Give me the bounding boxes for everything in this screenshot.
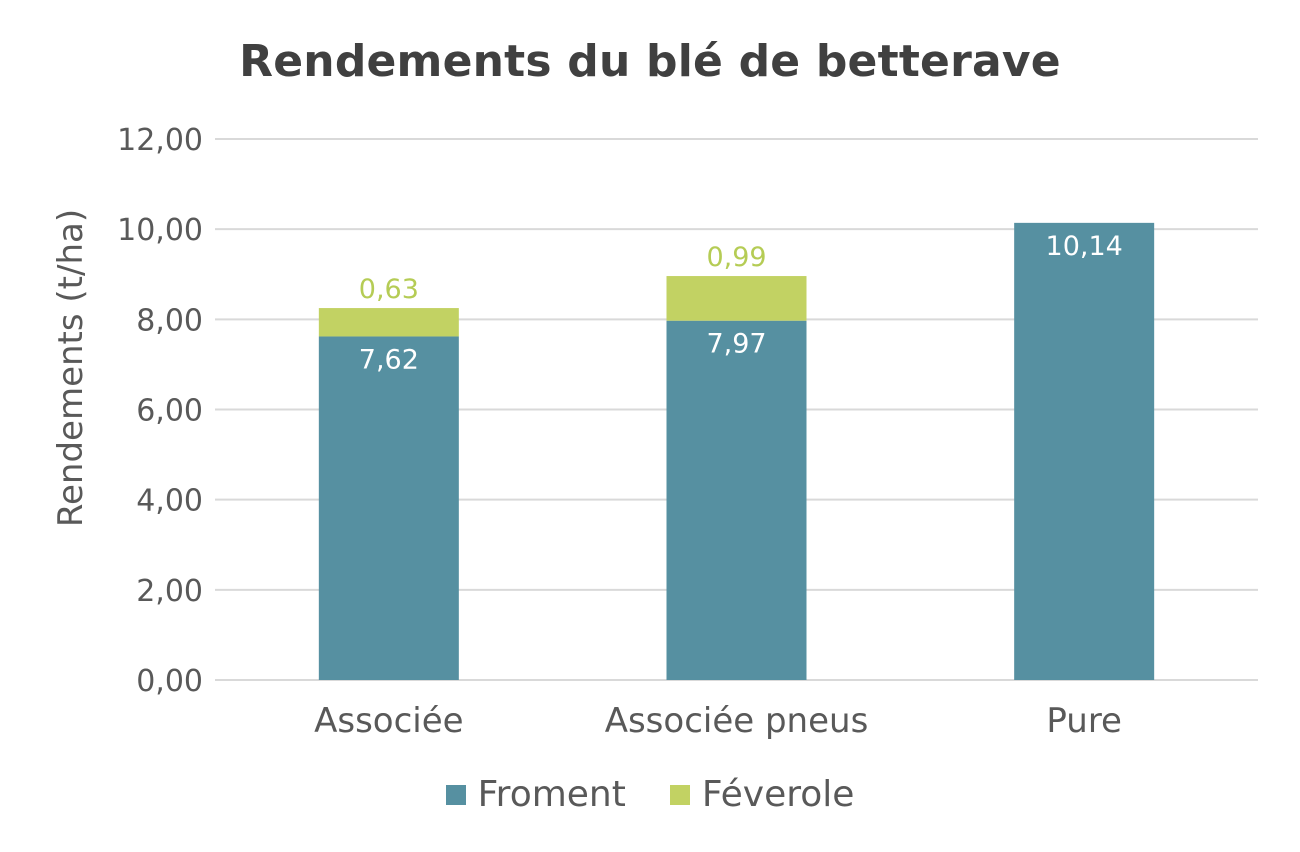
x-category-label: Associée — [314, 701, 463, 741]
data-label-froment-2: 10,14 — [1046, 231, 1123, 262]
legend-swatch-froment — [445, 784, 466, 805]
legend-swatch-feverole — [669, 784, 690, 805]
bar-froment-0 — [318, 336, 459, 680]
y-axis-title: Rendements (t/ha) — [51, 209, 91, 527]
chart-title: Rendements du blé de betterave — [239, 36, 1061, 87]
legend-item-froment: Froment — [445, 774, 626, 815]
legend-label-froment: Froment — [477, 774, 626, 815]
bar-féverole-1 — [666, 276, 807, 321]
data-label-féverole-1: 0,99 — [706, 242, 766, 273]
y-tick-label: 0,00 — [136, 664, 203, 699]
legend: Froment Féverole — [0, 774, 1300, 815]
data-labels: 7,62 0,63 7,97 0,99 10,14 — [359, 231, 1123, 376]
data-label-froment-1: 7,97 — [706, 329, 766, 360]
data-label-féverole-0: 0,63 — [359, 274, 419, 305]
y-tick-label: 2,00 — [136, 574, 203, 609]
y-tick-label: 4,00 — [136, 484, 203, 519]
legend-label-feverole: Féverole — [701, 774, 855, 815]
y-tick-label: 12,00 — [117, 123, 203, 158]
y-tick-label: 10,00 — [117, 213, 203, 248]
y-axis-ticks: 0,00 2,00 4,00 6,00 8,00 10,00 12,00 — [117, 123, 203, 699]
x-category-label: Pure — [1046, 701, 1122, 741]
x-category-label: Associée pneus — [605, 701, 869, 741]
bar-froment-2 — [1014, 222, 1155, 681]
y-tick-label: 8,00 — [136, 303, 203, 338]
bar-froment-1 — [666, 320, 807, 680]
bar-féverole-0 — [318, 308, 459, 337]
data-label-froment-0: 7,62 — [359, 344, 419, 375]
x-axis-categories: Associée Associée pneus Pure — [314, 701, 1122, 741]
y-tick-label: 6,00 — [136, 394, 203, 429]
bars — [318, 222, 1155, 681]
legend-item-feverole: Féverole — [669, 774, 855, 815]
